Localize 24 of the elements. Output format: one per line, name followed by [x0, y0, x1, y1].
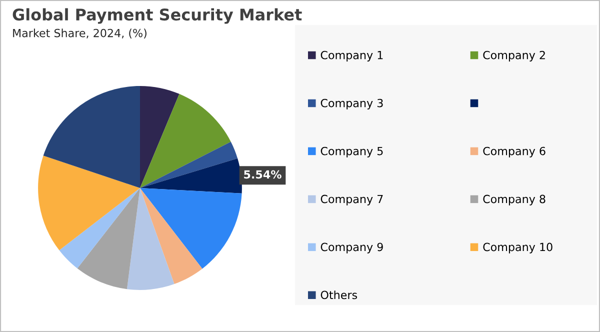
legend-label: Company 8 [483, 194, 546, 206]
pie-slice [140, 94, 231, 188]
pie-slice [140, 188, 242, 269]
legend-label: Others [320, 290, 358, 300]
legend-label: Company 1 [320, 50, 383, 62]
legend-label: Company 5 [320, 146, 383, 158]
pie-slice [77, 188, 140, 290]
legend-label: Company 10 [483, 242, 552, 254]
pie-slice [140, 142, 238, 188]
pie-slice [140, 86, 180, 188]
pie-slice [43, 86, 140, 188]
pie-slice [140, 188, 202, 284]
pie-slice [126, 188, 174, 290]
legend-label: Company 6 [483, 146, 546, 158]
legend-label: Company 3 [320, 98, 383, 110]
pie-slice [59, 188, 140, 268]
pie-slice [38, 156, 140, 250]
data-label: 5.54% [244, 170, 282, 179]
chart-title: Global Payment Security Market [12, 8, 302, 24]
legend-label: Company 7 [320, 194, 383, 206]
legend-label: Company 9 [320, 242, 383, 254]
chart-subtitle: Market Share, 2024, (%) [13, 28, 146, 39]
legend-label: Company 2 [483, 50, 545, 62]
pie-slice [140, 158, 242, 194]
